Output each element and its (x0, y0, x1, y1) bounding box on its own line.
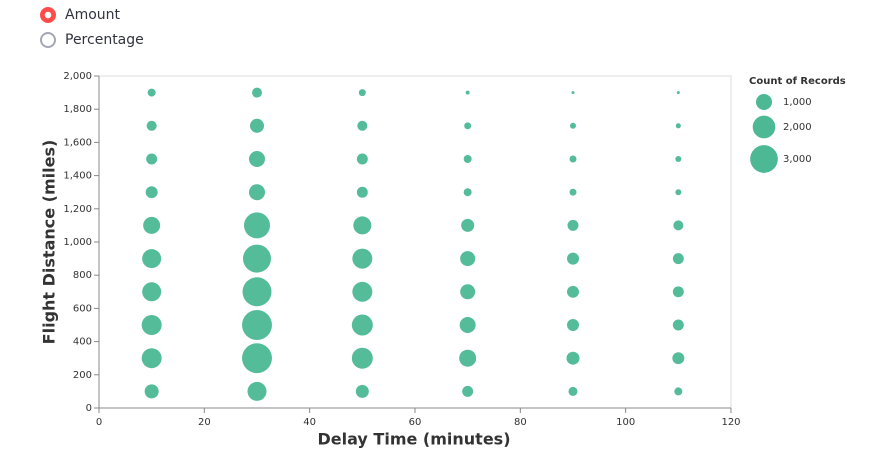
bubble (248, 184, 266, 201)
bubble (144, 384, 159, 399)
legend-title: Count of Records (749, 76, 846, 87)
bubble (357, 120, 368, 131)
radio-dot[interactable] (40, 7, 56, 23)
legend-label: 2,000 (783, 122, 812, 133)
bubble (675, 189, 682, 196)
y-tick-label: 1,600 (63, 137, 92, 148)
y-tick-label: 0 (86, 403, 92, 414)
bubble (142, 249, 162, 269)
bubble (141, 315, 162, 335)
bubble (355, 384, 369, 398)
bubble (571, 91, 575, 95)
bubble (242, 310, 272, 340)
bubble (570, 122, 576, 129)
x-axis-title: Delay Time (minutes) (318, 430, 511, 449)
bubble (460, 251, 476, 267)
bubble (248, 150, 266, 168)
bubble (673, 220, 684, 231)
bubble (567, 252, 579, 265)
y-tick-label: 400 (73, 337, 92, 348)
bubble (461, 218, 475, 232)
legend-label: 3,000 (783, 154, 812, 165)
bubble (351, 314, 373, 336)
y-tick-label: 1,800 (63, 104, 92, 115)
bubble (459, 316, 476, 334)
bubble (242, 343, 272, 374)
bubble (567, 319, 579, 331)
bubble (141, 348, 162, 369)
radio-option[interactable]: Percentage (40, 32, 144, 48)
bubble (675, 123, 681, 129)
x-tick-label: 40 (303, 417, 316, 428)
bubble (676, 91, 680, 95)
bubble (568, 386, 578, 396)
y-tick-label: 1,200 (63, 204, 92, 215)
legend-bubble (752, 115, 776, 139)
y-tick-label: 800 (73, 270, 92, 281)
bubble (459, 349, 477, 367)
bubble (672, 352, 685, 365)
bubble (249, 118, 265, 133)
radio-label[interactable]: Amount (65, 7, 121, 23)
bubble (358, 89, 366, 97)
y-tick-label: 1,400 (63, 171, 92, 182)
bubble (243, 244, 271, 273)
bubble (675, 156, 682, 162)
y-axis-title: Flight Distance (miles) (40, 140, 59, 345)
bubble (146, 153, 158, 165)
bubble (352, 281, 373, 302)
bubble (672, 253, 684, 265)
bubble (145, 186, 158, 199)
bubble (463, 188, 472, 197)
x-tick-label: 120 (721, 417, 740, 428)
x-tick-label: 20 (198, 417, 211, 428)
y-tick-label: 1,000 (63, 237, 92, 248)
bubble (356, 153, 368, 165)
bubble (142, 282, 162, 302)
bubble (672, 286, 684, 298)
legend-bubble (755, 93, 773, 111)
legend-label: 1,000 (783, 97, 812, 108)
bubble (143, 216, 161, 234)
bubble (351, 347, 373, 369)
bubble (460, 284, 476, 300)
radio-option[interactable]: Amount (40, 7, 120, 23)
bubble (252, 87, 262, 98)
y-tick-label: 200 (73, 370, 92, 381)
bubble (462, 385, 474, 397)
y-tick-label: 2,000 (63, 71, 92, 82)
x-tick-label: 60 (409, 417, 422, 428)
bubble (567, 285, 579, 298)
plot-frame (98, 75, 732, 409)
bubble (569, 155, 577, 163)
x-tick-label: 80 (514, 417, 527, 428)
bubble (242, 277, 272, 307)
bubble (247, 381, 267, 401)
bubble (244, 212, 270, 239)
bubble (674, 387, 683, 396)
bubble (569, 188, 577, 196)
y-tick-label: 600 (73, 303, 92, 314)
legend-bubble (750, 145, 778, 173)
bubble (353, 216, 372, 235)
x-tick-label: 0 (96, 417, 102, 428)
bubble (465, 90, 470, 95)
bubble (672, 319, 684, 331)
radio-label[interactable]: Percentage (65, 32, 144, 48)
bubble (463, 154, 472, 164)
radio-dot[interactable] (40, 32, 56, 48)
bubble (567, 219, 579, 231)
bubble (464, 122, 472, 130)
bubble (146, 120, 157, 131)
x-tick-label: 100 (616, 417, 635, 428)
bubble (356, 186, 368, 198)
bubble (147, 88, 156, 97)
bubble (352, 248, 373, 269)
bubble (566, 351, 580, 365)
